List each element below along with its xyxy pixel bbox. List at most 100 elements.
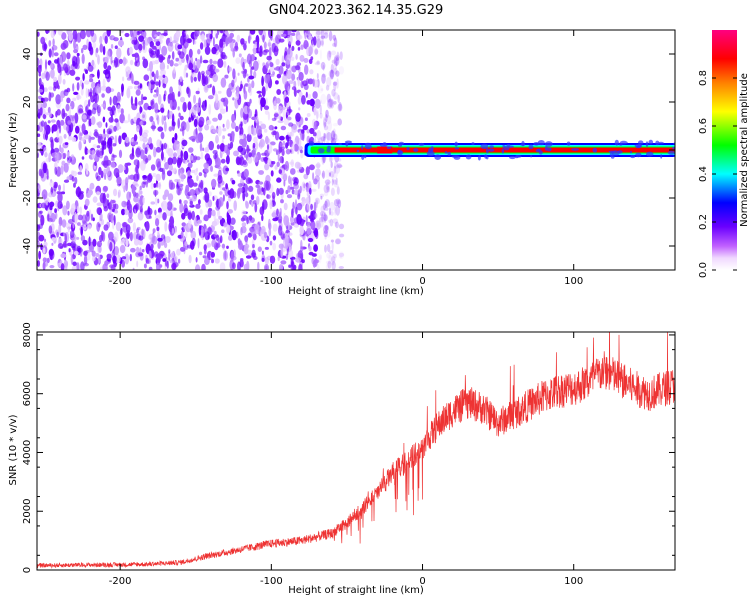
- noise-cell: [86, 192, 91, 198]
- noise-cell: [331, 178, 334, 186]
- noise-cell: [149, 41, 154, 48]
- carrier-speckle: [509, 155, 516, 160]
- noise-cell: [198, 116, 205, 126]
- noise-cell: [219, 262, 226, 270]
- noise-cell: [75, 190, 78, 195]
- noise-cell: [249, 36, 252, 40]
- noise-cell: [321, 73, 327, 78]
- noise-cell: [316, 111, 319, 121]
- carrier-speckle: [533, 142, 540, 146]
- noise-cell: [90, 30, 95, 37]
- noise-cell: [185, 184, 190, 193]
- noise-cell: [76, 205, 80, 213]
- noise-cell: [92, 238, 97, 247]
- noise-cell: [37, 188, 40, 200]
- noise-cell: [249, 179, 253, 184]
- carrier-speckle: [544, 145, 548, 151]
- noise-cell: [88, 236, 91, 247]
- noise-cell: [282, 140, 286, 146]
- noise-cell: [229, 188, 235, 199]
- noise-cell: [69, 69, 76, 76]
- noise-cell: [217, 183, 221, 188]
- noise-cell: [110, 199, 113, 210]
- noise-cell: [285, 142, 289, 149]
- noise-cell: [209, 33, 213, 40]
- noise-cell: [290, 215, 294, 224]
- noise-cell: [264, 264, 269, 270]
- noise-cell: [306, 129, 310, 134]
- noise-cell: [159, 264, 163, 268]
- noise-cell: [323, 30, 329, 35]
- noise-cell: [299, 225, 305, 236]
- noise-cell: [320, 30, 324, 37]
- carrier-speckle: [515, 155, 522, 158]
- noise-cell: [169, 179, 174, 190]
- noise-cell: [53, 147, 60, 153]
- noise-cell: [270, 255, 273, 262]
- noise-cell: [126, 77, 132, 81]
- noise-cell: [319, 193, 324, 198]
- noise-cell: [258, 170, 264, 175]
- noise-cell: [204, 231, 210, 241]
- snr-y-ticks: 0 2000 4000 6000 8000: [22, 322, 675, 573]
- noise-cell: [275, 97, 279, 103]
- noise-cell: [96, 202, 103, 207]
- noise-cell: [277, 256, 280, 262]
- noise-cell: [197, 238, 200, 249]
- noise-cell: [42, 101, 47, 109]
- noise-cell: [236, 34, 241, 43]
- noise-cell: [321, 73, 326, 84]
- noise-cell: [193, 155, 198, 161]
- noise-cell: [40, 97, 44, 102]
- noise-cell: [219, 108, 226, 114]
- noise-cell: [323, 190, 329, 197]
- noise-cell: [160, 34, 164, 39]
- noise-cell: [333, 81, 337, 92]
- noise-cell: [168, 251, 171, 261]
- noise-cell: [330, 63, 335, 74]
- noise-cell: [186, 194, 190, 200]
- noise-cell: [272, 71, 275, 75]
- noise-cell: [187, 88, 191, 98]
- noise-cell: [288, 133, 293, 137]
- noise-cell: [61, 32, 67, 40]
- noise-cell: [195, 90, 200, 95]
- noise-cell: [187, 244, 192, 249]
- noise-cell: [244, 192, 249, 198]
- noise-cell: [106, 253, 112, 260]
- noise-cell: [177, 91, 181, 97]
- x-tick-label: -200: [109, 576, 132, 587]
- noise-cell: [215, 157, 221, 168]
- noise-cell: [322, 132, 326, 143]
- noise-cell: [138, 189, 141, 198]
- noise-cell: [215, 205, 220, 211]
- noise-cell: [72, 261, 77, 267]
- noise-cell: [253, 154, 259, 163]
- noise-cell: [193, 114, 196, 119]
- colorbar: 0.0 0.2 0.4 0.6 0.8 Normalized spectral ampl…: [698, 30, 750, 278]
- y-tick-label: 4000: [22, 440, 33, 465]
- noise-cell: [339, 51, 343, 60]
- carrier-speckle: [308, 141, 315, 146]
- noise-cell: [306, 202, 312, 212]
- noise-cell: [66, 176, 71, 181]
- noise-cell: [320, 195, 323, 200]
- noise-cell: [142, 39, 146, 51]
- noise-cell: [296, 202, 303, 211]
- noise-cell: [38, 95, 42, 100]
- noise-cell: [44, 257, 49, 267]
- noise-cell: [202, 224, 208, 233]
- noise-cell: [156, 139, 161, 148]
- noise-cell: [193, 76, 197, 82]
- noise-cell: [107, 212, 113, 221]
- noise-cell: [106, 193, 110, 199]
- noise-cell: [304, 64, 309, 75]
- noise-cell: [294, 65, 299, 69]
- noise-cell: [60, 95, 63, 102]
- noise-cell: [287, 85, 290, 97]
- noise-cell: [334, 54, 340, 62]
- noise-cell: [116, 91, 121, 102]
- noise-cell: [83, 250, 88, 256]
- noise-cell: [252, 60, 259, 72]
